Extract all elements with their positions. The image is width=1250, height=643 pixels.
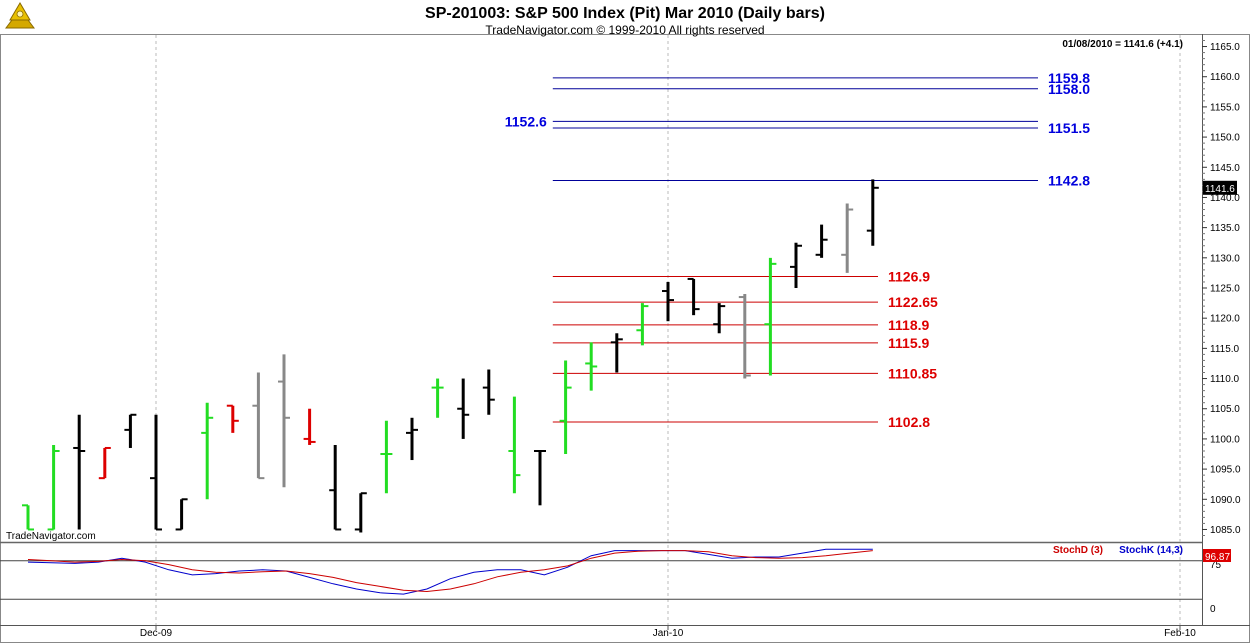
ohlc-bar — [790, 242, 802, 288]
ohlc-bar — [559, 360, 572, 455]
ohlc-bar — [534, 449, 546, 506]
ohlc-bar — [636, 303, 649, 346]
x-tick-label: Jan-10 — [653, 628, 684, 639]
ohlc-bar — [406, 417, 418, 461]
trade-navigator-logo — [5, 2, 35, 29]
ohlc-bar — [98, 446, 111, 480]
ohlc-bar — [354, 492, 367, 533]
last-price-bg — [1203, 180, 1237, 195]
ohlc-bar — [457, 378, 470, 439]
level-label: 1122.65 — [888, 294, 938, 310]
ohlc-bar — [738, 294, 751, 379]
ohlc-bar — [841, 203, 854, 273]
x-tick-label: Dec-09 — [140, 628, 173, 639]
ohlc-bar — [508, 396, 521, 494]
ohlc-bar — [73, 414, 86, 530]
level-label: 1126.9 — [888, 269, 930, 285]
y-tick-label: 1100.0 — [1210, 434, 1240, 445]
ohlc-bar — [150, 414, 162, 531]
stochd-line — [27, 550, 873, 593]
level-label: 1152.6 — [505, 113, 547, 129]
ohlc-bar — [764, 257, 777, 376]
stoch-tick-label: 75 — [1210, 560, 1222, 571]
ohlc-bar — [124, 413, 137, 448]
time-axis: Dec-09 Jan-10 Feb-10 — [140, 625, 1196, 639]
ohlc-bar — [662, 281, 674, 322]
y-tick-label: 1090.0 — [1210, 495, 1241, 506]
y-tick-label: 1135.0 — [1210, 223, 1240, 234]
stochastic-panel: 75 0 — [0, 548, 1222, 615]
y-tick-label: 1140.0 — [1210, 193, 1240, 204]
stoch-value-bg — [1203, 549, 1231, 562]
last-price-label: 1141.6 — [1203, 180, 1237, 195]
level-label: 1110.85 — [888, 365, 937, 381]
y-tick-label: 1085.0 — [1210, 525, 1241, 536]
stochk-line — [27, 548, 873, 595]
ohlc-bar — [226, 404, 239, 433]
y-tick-label: 1150.0 — [1210, 133, 1240, 144]
level-label: 1159.8 — [1048, 70, 1090, 86]
ohlc-bar — [585, 342, 598, 391]
last-price-text: 1141.6 — [1205, 184, 1235, 195]
chart-title: SP-201003: S&P 500 Index (Pit) Mar 2010 … — [425, 5, 825, 22]
ohlc-bar — [482, 369, 495, 415]
ohlc-bar — [687, 277, 700, 316]
y-tick-label: 1115.0 — [1210, 344, 1240, 355]
ohlc-bar — [713, 303, 726, 334]
y-tick-label: 1105.0 — [1210, 404, 1240, 415]
level-label: 1151.5 — [1048, 120, 1090, 136]
x-tick-label: Feb-10 — [1164, 628, 1196, 639]
chart-subtitle: TradeNavigator.com © 1999-2010 All right… — [485, 23, 764, 37]
y-tick-label: 1120.0 — [1210, 314, 1240, 325]
price-bars — [22, 179, 879, 533]
y-tick-label: 1155.0 — [1210, 102, 1240, 113]
ohlc-bar — [866, 179, 879, 246]
stochk-label: StochK (14,3) — [1119, 545, 1183, 556]
y-tick-label: 1145.0 — [1210, 163, 1240, 174]
ohlc-bar — [175, 498, 188, 531]
ohlc-bar — [610, 333, 623, 373]
y-tick-label: 1165.0 — [1210, 42, 1240, 53]
stochd-label: StochD (3) — [1053, 545, 1103, 556]
ohlc-bar — [252, 372, 265, 480]
ohlc-bar — [278, 354, 290, 488]
level-label: 1158.0 — [1048, 81, 1090, 97]
ohlc-bar — [47, 444, 60, 531]
level-label: 1115.9 — [888, 335, 929, 351]
level-label: 1118.9 — [888, 317, 929, 333]
ohlc-bar — [22, 504, 34, 531]
stoch-value-text: 96.87 — [1205, 552, 1230, 563]
level-label: 1142.8 — [1048, 173, 1090, 189]
ohlc-bar — [431, 378, 444, 418]
y-tick-label: 1130.0 — [1210, 253, 1240, 264]
chart-frame — [0, 34, 1250, 643]
stoch-value-label: 96.87 — [1203, 549, 1231, 563]
level-label: 1102.8 — [888, 414, 930, 430]
watermark: TradeNavigator.com — [6, 531, 96, 542]
ohlc-bar — [303, 408, 316, 445]
grid — [155, 35, 1181, 625]
ohlc-bar — [380, 420, 393, 494]
y-tick-label: 1110.0 — [1210, 374, 1240, 385]
price-axis: 1085.0 1090.0 1095.0 1100.0 1105.0 1110.0 1115… — [1202, 40, 1241, 536]
last-quote: 01/08/2010 = 1141.6 (+4.1) — [1062, 39, 1183, 50]
ohlc-bar — [329, 444, 342, 531]
y-tick-label: 1125.0 — [1210, 284, 1240, 295]
ohlc-bar — [815, 224, 828, 258]
ohlc-bar — [201, 402, 214, 500]
stoch-tick-label: 0 — [1210, 604, 1216, 615]
y-tick-label: 1160.0 — [1210, 72, 1240, 83]
y-tick-label: 1095.0 — [1210, 465, 1241, 476]
